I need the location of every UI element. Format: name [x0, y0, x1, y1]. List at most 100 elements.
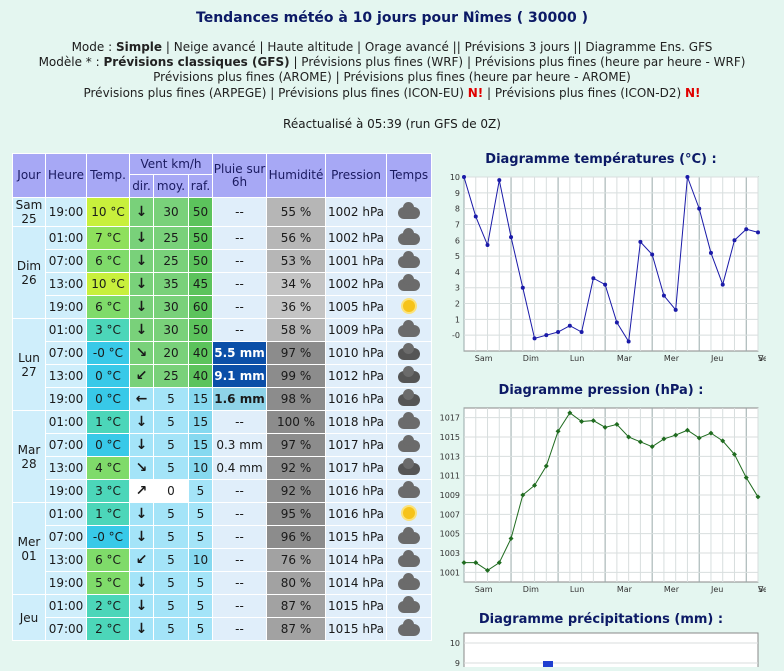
table-row: Sam 25 19:00 10 °C ↓ 30 50 -- 55 % 1002 hPa	[12, 197, 432, 227]
data-point	[708, 250, 713, 255]
cell-temp: 0 °C	[86, 387, 130, 411]
cell-pluie: --	[212, 617, 267, 641]
y-tick-label: 9	[455, 659, 460, 667]
wind-direction-icon: ↓	[129, 272, 154, 296]
precip-chart-title: Diagramme précipitations (mm) :	[478, 612, 724, 627]
wind-direction-icon: ↓	[129, 594, 154, 618]
mode-label: Mode :	[71, 40, 113, 54]
mode-ens-link[interactable]: Diagramme Ens. GFS	[585, 40, 713, 54]
cell-pression: 1012 hPa	[325, 364, 387, 388]
cell-vent-moy: 5	[153, 617, 189, 641]
cell-pression: 1005 hPa	[325, 295, 387, 319]
data-point	[603, 282, 608, 287]
mode-neige-link[interactable]: Neige avancé	[173, 40, 256, 54]
cell-temps	[386, 341, 432, 365]
rain-icon	[398, 457, 420, 475]
cell-heure: 19:00	[45, 295, 87, 319]
model-icon-d2-link[interactable]: Prévisions plus fines (ICON-D2)	[494, 86, 682, 100]
pressure-chart-title: Diagramme pression (hPa) :	[498, 383, 704, 398]
cell-humidite: 98 %	[266, 387, 326, 411]
cell-heure: 01:00	[45, 594, 87, 618]
cloud-icon	[398, 201, 420, 219]
cell-pluie: 0.3 mm	[212, 433, 267, 457]
model-arome-hourly-link[interactable]: Prévisions plus fines (heure par heure -…	[343, 70, 631, 84]
mode-altitude-link[interactable]: Haute altitude	[267, 40, 354, 54]
cell-vent-moy: 30	[153, 197, 189, 227]
model-wrf-link[interactable]: Prévisions plus fines (WRF)	[301, 55, 464, 69]
cell-heure: 13:00	[45, 272, 87, 296]
data-point	[579, 330, 584, 335]
storm-icon	[398, 365, 420, 383]
cell-pluie: --	[212, 594, 267, 618]
table-row: 19:00 5 °C ↓ 5 5 -- 80 % 1014 hPa	[13, 571, 432, 595]
cell-temp: 2 °C	[86, 594, 130, 618]
cell-temps	[386, 617, 432, 641]
data-point	[579, 419, 585, 425]
y-tick-label: 1017	[440, 414, 460, 423]
cell-humidite: 96 %	[266, 525, 326, 549]
cell-vent-moy: 5	[153, 548, 189, 572]
data-point	[673, 432, 679, 438]
table-row: 07:00 -0 °C ↘ 20 40 5.5 mm 97 % 1010 hPa	[13, 341, 432, 365]
cell-temp: 1 °C	[86, 410, 130, 434]
cell-temps	[386, 197, 432, 227]
model-wrf-hourly-link[interactable]: Prévisions plus fines (heure par heure -…	[474, 55, 746, 69]
cell-pression: 1015 hPa	[325, 594, 387, 618]
mode-simple-link[interactable]: Simple	[115, 40, 163, 54]
cell-heure: 19:00	[45, 571, 87, 595]
data-point	[520, 285, 525, 290]
cell-vent-raf: 15	[188, 410, 213, 434]
y-tick-label: 1007	[440, 510, 460, 519]
table-row: 19:00 3 °C ↗ 0 5 -- 92 % 1016 hPa	[13, 479, 432, 503]
cell-humidite: 92 %	[266, 456, 326, 480]
model-gfs-link[interactable]: Prévisions classiques (GFS)	[103, 55, 290, 69]
cell-heure: 19:00	[45, 387, 87, 411]
x-tick-label: Ven	[758, 354, 766, 363]
y-tick-label: 5	[455, 252, 460, 261]
cell-heure: 07:00	[45, 617, 87, 641]
data-point	[532, 336, 537, 341]
mode-3jours-link[interactable]: Prévisions 3 jours	[464, 40, 570, 54]
y-tick-label: 1011	[440, 472, 460, 481]
data-point	[685, 175, 690, 179]
cell-pluie: --	[212, 548, 267, 572]
wind-direction-icon: ↙	[129, 548, 154, 572]
cell-temps	[386, 433, 432, 457]
pressure-chart: Diagramme pression (hPa) : 1017 1015 1013 1…	[436, 383, 773, 600]
mode-menu: Mode : Simple | Neige avancé | Haute alt…	[71, 40, 713, 54]
data-point	[697, 206, 702, 211]
cloud-icon	[398, 250, 420, 268]
cell-temp: 3 °C	[86, 479, 130, 503]
data-point	[461, 560, 467, 566]
day-label: Lun 27	[12, 318, 46, 411]
table-row: 07:00 2 °C ↓ 5 5 -- 87 % 1015 hPa	[13, 617, 432, 641]
mode-orage-link[interactable]: Orage avancé	[364, 40, 449, 54]
cloud-icon	[398, 526, 420, 544]
cell-vent-raf: 5	[188, 571, 213, 595]
data-point	[696, 435, 702, 441]
cell-pression: 1014 hPa	[325, 548, 387, 572]
cell-heure: 07:00	[45, 525, 87, 549]
cell-temps	[386, 456, 432, 480]
cloud-icon	[398, 595, 420, 613]
cell-humidite: 97 %	[266, 433, 326, 457]
model-icon-eu-link[interactable]: Prévisions plus fines (ICON-EU)	[278, 86, 464, 100]
cell-humidite: 97 %	[266, 341, 326, 365]
data-point	[638, 239, 643, 244]
cloud-icon	[398, 434, 420, 452]
cell-pression: 1016 hPa	[325, 479, 387, 503]
cell-humidite: 56 %	[266, 226, 326, 250]
model-arome-link[interactable]: Prévisions plus fines (AROME)	[153, 70, 332, 84]
wind-direction-icon: ↓	[129, 502, 154, 526]
cell-vent-raf: 40	[188, 341, 213, 365]
model-arpege-link[interactable]: Prévisions plus fines (ARPEGE)	[83, 86, 267, 100]
data-point	[543, 463, 549, 469]
cell-pluie: --	[212, 571, 267, 595]
plot-area	[463, 632, 759, 671]
cell-vent-moy: 25	[153, 364, 189, 388]
x-tick-label: Mer	[664, 354, 680, 363]
y-tick-label: 6	[455, 236, 460, 245]
y-tick-label: 7	[455, 220, 460, 229]
cell-humidite: 100 %	[266, 410, 326, 434]
precip-chart-svg: 10 9	[450, 632, 759, 671]
